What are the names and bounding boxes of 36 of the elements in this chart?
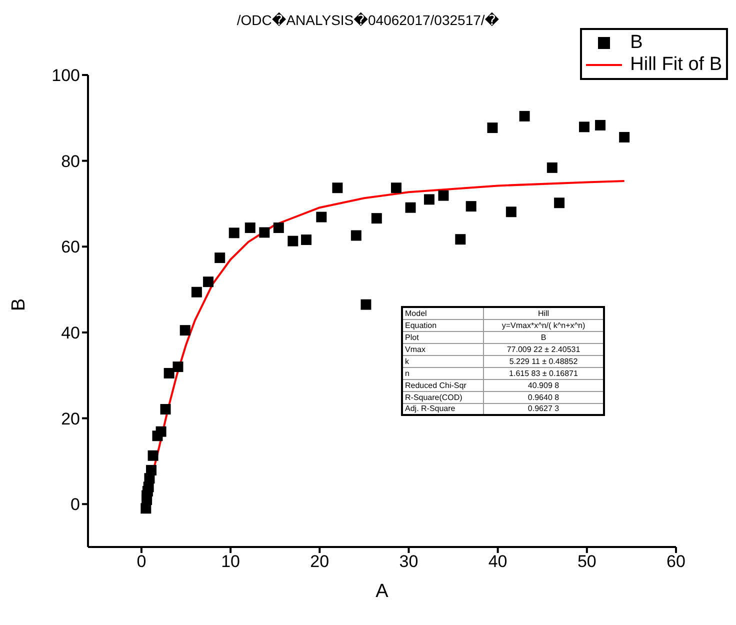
- annotation: 0.9627 3: [484, 403, 604, 415]
- annotation: R-Square(COD): [402, 391, 484, 403]
- annotation: n: [402, 367, 484, 379]
- y-tick-label: 60: [61, 238, 80, 257]
- x-tick-label: 40: [488, 552, 508, 572]
- x-tick-label: 10: [221, 552, 240, 572]
- annotation: Plot: [402, 331, 484, 343]
- y-tick-label: 0: [70, 495, 80, 514]
- x-tick-label: 60: [666, 552, 686, 572]
- annotation: Model: [402, 307, 484, 319]
- annotation: Hill: [484, 307, 604, 319]
- annotation: Equation: [402, 319, 484, 331]
- y-tick-label: 20: [61, 409, 80, 428]
- annotation: 1.615 83 ± 0.16871: [484, 367, 604, 379]
- x-tick-label: 20: [310, 552, 330, 572]
- annotation: 0.9640 8: [484, 391, 604, 403]
- y-tick-label: 40: [61, 323, 80, 342]
- x-tick-label: 30: [399, 552, 418, 572]
- annotation: y=Vmax*x^n/( k^n+x^n): [484, 319, 604, 331]
- annotation: 77.009 22 ± 2.40531: [484, 343, 604, 355]
- x-axis-title: A: [376, 581, 389, 602]
- annotation: 40.909 8: [484, 379, 604, 391]
- annotation: Adj. R-Square: [402, 403, 484, 415]
- chart-title: /ODC�ANALYSIS�04062017/032517/�: [236, 12, 500, 29]
- annotation: B: [484, 331, 604, 343]
- y-axis-title: B: [8, 298, 30, 311]
- y-tick-label: 100: [52, 66, 80, 86]
- annotation: Vmax: [402, 343, 484, 355]
- legend-label: B: [630, 32, 643, 54]
- x-tick-label: 50: [577, 552, 596, 572]
- legend-label: Hill Fit of B: [630, 54, 722, 76]
- annotation: 5.229 11 ± 0.48852: [484, 355, 604, 367]
- y-tick-label: 80: [61, 152, 80, 171]
- annotation: k: [402, 355, 484, 367]
- annotation: Reduced Chi-Sqr: [402, 379, 484, 391]
- x-tick-label: 0: [136, 552, 146, 572]
